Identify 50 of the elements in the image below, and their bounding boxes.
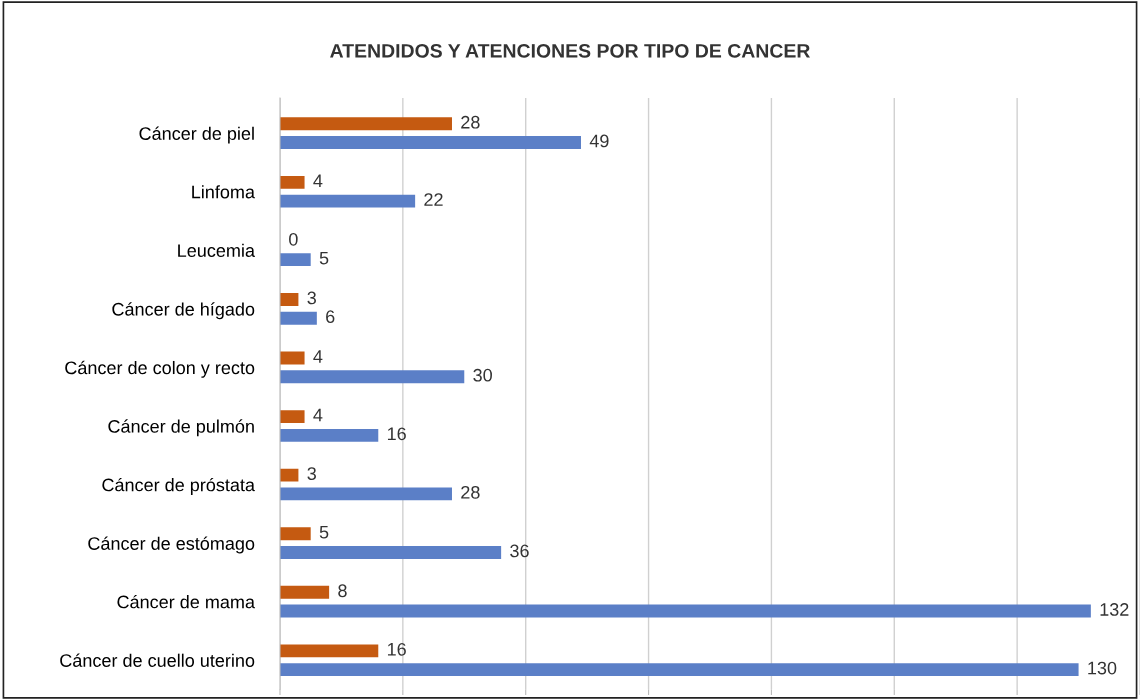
- bar: [279, 136, 581, 149]
- data-label: 132: [1100, 603, 1129, 616]
- data-label: 5: [319, 251, 329, 265]
- bar: [279, 663, 1079, 677]
- data-label: 22: [424, 193, 443, 206]
- bar: [279, 546, 502, 559]
- data-label: 6: [326, 310, 335, 324]
- data-label: 5: [319, 525, 329, 539]
- data-label: 3: [307, 467, 316, 480]
- bar: [279, 370, 465, 384]
- data-label: 28: [461, 115, 480, 129]
- y-tick-label: Cáncer de piel: [139, 126, 254, 144]
- bar: [279, 604, 1091, 618]
- y-tick-label: Cáncer de mama: [117, 594, 255, 609]
- chart-title: ATENDIDOS Y ATENCIONES POR TIPO DE CANCER: [330, 43, 810, 58]
- y-tick-label: Cáncer de colon y recto: [65, 360, 255, 378]
- bar: [279, 468, 299, 482]
- data-label: 4: [313, 408, 323, 422]
- y-tick-label: Cáncer de hígado: [112, 302, 255, 320]
- data-label: 3: [307, 291, 316, 305]
- bar: [279, 487, 452, 501]
- bar: [279, 194, 416, 208]
- data-label: 16: [387, 427, 406, 441]
- bar: [279, 175, 305, 189]
- bar: [279, 293, 299, 306]
- data-label: 30: [473, 368, 492, 382]
- data-label: 0: [289, 232, 298, 246]
- bar: [279, 428, 379, 442]
- bar: [279, 410, 305, 424]
- bar: [279, 644, 379, 658]
- y-tick-label: Cáncer de estómago: [88, 536, 255, 554]
- bar: [279, 253, 311, 267]
- data-label: 4: [313, 350, 323, 363]
- y-tick-label: Cáncer de pulmón: [108, 419, 254, 437]
- data-label: 8: [338, 584, 347, 598]
- y-tick-label: Cáncer de cuello uterino: [60, 653, 255, 667]
- data-label: 28: [461, 485, 480, 499]
- y-tick-label: Cáncer de próstata: [102, 477, 255, 495]
- data-label: 16: [387, 642, 406, 656]
- bar: [279, 527, 311, 541]
- y-tick-label: Leucemia: [178, 243, 255, 257]
- data-label: 4: [313, 174, 323, 187]
- y-tick-label: Linfoma: [192, 185, 255, 199]
- bar: [279, 117, 452, 131]
- data-label: 36: [510, 544, 529, 558]
- data-label: 130: [1088, 661, 1117, 675]
- bar: [279, 311, 317, 325]
- data-label: 49: [589, 134, 609, 148]
- bar: [279, 585, 330, 599]
- bar: [279, 351, 305, 365]
